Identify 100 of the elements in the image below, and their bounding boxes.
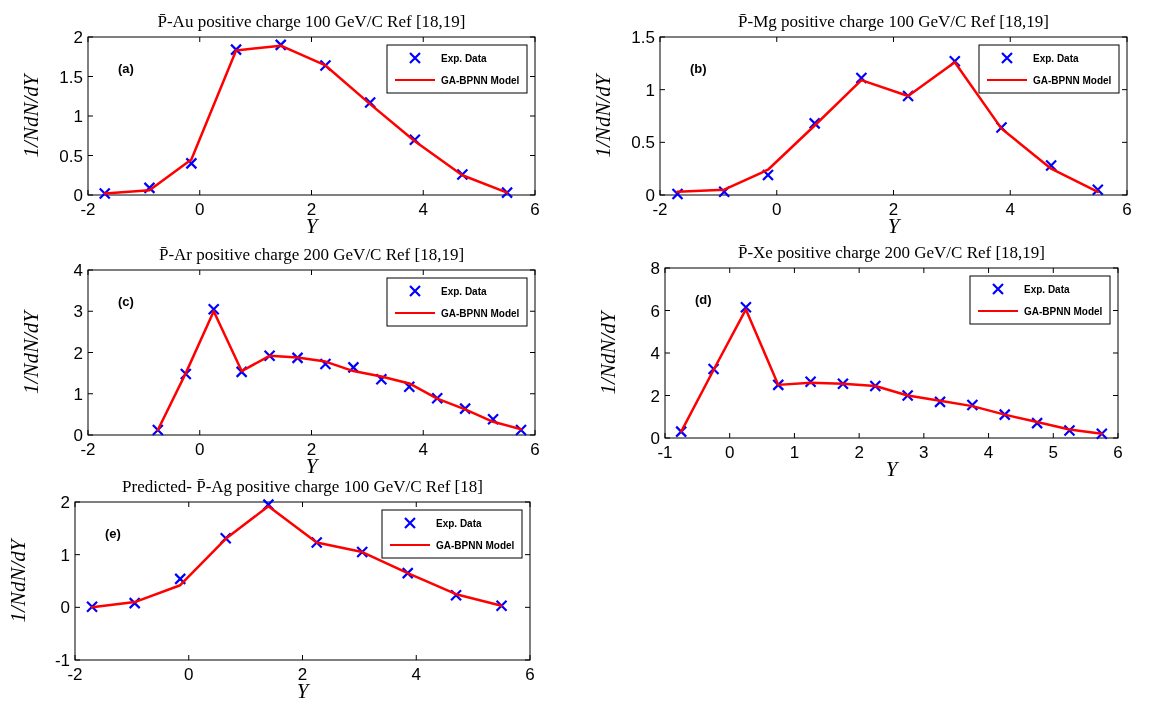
point [718, 185, 731, 198]
chart-title: P̄-Mg positive charge 100 GeV/C Ref [18,19] [738, 12, 1049, 31]
x-tick-label: -2 [67, 665, 83, 684]
point [85, 600, 99, 613]
annotation: (e) [105, 526, 121, 541]
y-tick-label: 1.5 [59, 67, 83, 87]
y-tick-label: 0 [645, 186, 655, 205]
y-tick-label: 2 [650, 386, 660, 406]
x-tick-label: 5 [1048, 443, 1059, 462]
point [364, 96, 377, 109]
x-tick-label: 4 [983, 443, 994, 462]
point [459, 402, 472, 415]
y-tick-label: 1.5 [631, 28, 655, 47]
legend-label: Exp. Data [441, 286, 488, 297]
y-tick-label: 0.5 [631, 133, 655, 153]
point [229, 43, 243, 56]
legend-label: GA-BPNN Model [436, 540, 515, 551]
x-tick-label: 6 [530, 200, 540, 219]
point [804, 375, 817, 388]
point [808, 117, 821, 130]
point [174, 572, 187, 585]
x-tick-label: 0 [772, 200, 782, 219]
x-tick-label: 3 [919, 443, 929, 462]
point [675, 425, 688, 438]
annotation: (c) [118, 294, 134, 309]
x-tick-label: 4 [1005, 200, 1015, 219]
y-axis-title: 1/NdN/dY [19, 72, 43, 158]
x-tick-label: 2 [854, 443, 864, 462]
point [207, 303, 220, 316]
point [500, 186, 514, 199]
chart-title: Predicted- P̄-Ag positive charge 100 GeV/C Ref [18] [122, 477, 483, 496]
point [431, 392, 444, 405]
point [761, 168, 775, 182]
point [495, 599, 508, 612]
point [1031, 417, 1044, 430]
legend-label: GA-BPNN Model [1033, 75, 1112, 86]
point [671, 187, 684, 201]
point [262, 498, 275, 511]
point [128, 597, 141, 610]
point [1095, 427, 1108, 440]
point [449, 589, 463, 602]
point [739, 301, 752, 314]
x-tick-label: -2 [652, 200, 668, 219]
point [486, 413, 500, 426]
line-series [156, 310, 523, 432]
point [375, 373, 388, 386]
y-tick-label: 3 [73, 302, 83, 322]
annotation: (d) [695, 292, 712, 307]
x-tick-label: -2 [80, 440, 96, 459]
point [310, 536, 323, 549]
y-tick-label: 1 [60, 545, 70, 565]
legend-label: GA-BPNN Model [1024, 306, 1103, 317]
point [263, 349, 276, 362]
chart-title: P̄-Ar positive charge 200 GeV/C Ref [18,19] [158, 245, 465, 264]
x-axis-title: Y [885, 457, 900, 481]
line-series [679, 308, 1104, 435]
x-tick-label: 6 [1113, 443, 1123, 462]
point [948, 55, 961, 68]
x-tick-label: 6 [525, 665, 535, 684]
legend-label: GA-BPNN Model [441, 75, 520, 86]
y-tick-label: 4 [650, 344, 660, 363]
point [901, 89, 915, 103]
legend-label: Exp. Data [1024, 284, 1071, 295]
point [179, 367, 192, 381]
point [356, 545, 369, 559]
y-tick-label: 2 [73, 28, 83, 47]
x-tick-label: 6 [1122, 200, 1132, 219]
point [403, 380, 416, 393]
legend-label: Exp. Data [436, 518, 483, 529]
x-tick-label: 4 [418, 200, 428, 219]
point [274, 38, 287, 51]
x-tick-label: 0 [724, 443, 735, 462]
y-tick-label: 4 [73, 261, 83, 280]
legend-label: GA-BPNN Model [441, 308, 520, 319]
y-tick-label: 2 [60, 493, 70, 512]
y-tick-label: 0 [73, 426, 83, 445]
x-tick-label: 0 [195, 440, 205, 459]
point [291, 351, 304, 364]
point [98, 187, 111, 200]
y-tick-label: 8 [650, 259, 660, 278]
annotation: (a) [118, 61, 134, 76]
y-tick-label: -1 [54, 651, 70, 670]
point [235, 365, 248, 378]
x-tick-label: 1 [789, 443, 800, 462]
point [401, 567, 414, 580]
point [1045, 159, 1058, 172]
y-tick-label: 6 [650, 301, 660, 321]
x-tick-label: -2 [80, 200, 96, 219]
x-tick-label: 4 [411, 665, 421, 684]
y-tick-label: 2 [73, 343, 83, 363]
point [408, 133, 421, 146]
point [347, 361, 360, 374]
legend-label: Exp. Data [1033, 53, 1080, 64]
point [836, 377, 850, 390]
point [151, 423, 164, 437]
y-tick-label: 0.5 [59, 146, 83, 166]
point [933, 395, 947, 408]
point [1063, 424, 1076, 437]
point [901, 389, 914, 402]
x-tick-label: 0 [195, 200, 205, 219]
